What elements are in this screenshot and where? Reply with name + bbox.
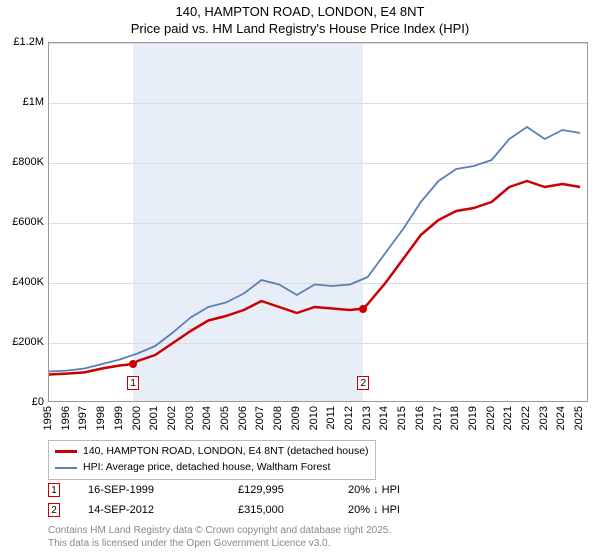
x-axis-tick: 2017 xyxy=(432,406,444,430)
legend: 140, HAMPTON ROAD, LONDON, E4 8NT (detac… xyxy=(48,440,376,480)
x-axis-tick: 2004 xyxy=(201,406,213,430)
legend-label: HPI: Average price, detached house, Walt… xyxy=(83,460,330,476)
footer-line-1: Contains HM Land Registry data © Crown c… xyxy=(48,524,391,537)
series-line-hpi xyxy=(49,127,580,372)
y-axis-tick: £1M xyxy=(23,96,44,108)
sales-table: 1 16-SEP-1999 £129,995 20% ↓ HPI 2 14-SE… xyxy=(48,480,468,520)
sale-diff: 20% ↓ HPI xyxy=(348,504,468,516)
x-axis-tick: 2010 xyxy=(308,406,320,430)
legend-label: 140, HAMPTON ROAD, LONDON, E4 8NT (detac… xyxy=(83,444,369,460)
sale-point xyxy=(129,360,137,368)
y-axis-tick: £1.2M xyxy=(13,36,44,48)
sale-date: 14-SEP-2012 xyxy=(88,504,238,516)
y-axis-tick: £600K xyxy=(12,216,44,228)
chart-area: 12 £0£200K£400K£600K£800K£1M£1.2M 199519… xyxy=(48,42,588,402)
sale-marker-icon: 1 xyxy=(48,483,60,497)
x-axis-tick: 2002 xyxy=(166,406,178,430)
chart-title: 140, HAMPTON ROAD, LONDON, E4 8NT Price … xyxy=(0,0,600,38)
x-axis-tick: 2014 xyxy=(378,406,390,430)
x-axis-tick: 1998 xyxy=(95,406,107,430)
footer-line-2: This data is licensed under the Open Gov… xyxy=(48,537,391,550)
footer-attribution: Contains HM Land Registry data © Crown c… xyxy=(48,524,391,550)
x-axis-tick: 2021 xyxy=(502,406,514,430)
x-axis-tick: 2013 xyxy=(361,406,373,430)
sale-row: 1 16-SEP-1999 £129,995 20% ↓ HPI xyxy=(48,480,468,500)
sale-diff: 20% ↓ HPI xyxy=(348,484,468,496)
x-axis-tick: 1999 xyxy=(113,406,125,430)
sale-price: £315,000 xyxy=(238,504,348,516)
x-axis-tick: 2023 xyxy=(538,406,550,430)
x-axis-tick: 2000 xyxy=(131,406,143,430)
x-axis-tick: 1995 xyxy=(42,406,54,430)
x-axis-tick: 2019 xyxy=(467,406,479,430)
chart-container: 140, HAMPTON ROAD, LONDON, E4 8NT Price … xyxy=(0,0,600,560)
x-axis-tick: 2024 xyxy=(555,406,567,430)
x-axis-tick: 2006 xyxy=(237,406,249,430)
legend-swatch xyxy=(55,450,77,453)
x-axis-tick: 2008 xyxy=(272,406,284,430)
x-axis-tick: 2007 xyxy=(254,406,266,430)
series-line-price_paid xyxy=(49,181,580,375)
x-axis-tick: 2005 xyxy=(219,406,231,430)
sale-price: £129,995 xyxy=(238,484,348,496)
x-axis-tick: 2003 xyxy=(184,406,196,430)
x-axis-tick: 2018 xyxy=(449,406,461,430)
x-axis-tick: 1996 xyxy=(60,406,72,430)
legend-item-price-paid: 140, HAMPTON ROAD, LONDON, E4 8NT (detac… xyxy=(55,444,369,460)
plot-area: 12 xyxy=(48,42,588,402)
sale-date: 16-SEP-1999 xyxy=(88,484,238,496)
x-axis-tick: 2011 xyxy=(325,406,337,430)
y-axis-tick: £400K xyxy=(12,276,44,288)
sale-marker-label: 1 xyxy=(127,376,139,390)
sale-row: 2 14-SEP-2012 £315,000 20% ↓ HPI xyxy=(48,500,468,520)
title-line-2: Price paid vs. HM Land Registry's House … xyxy=(0,21,600,38)
x-axis-tick: 2009 xyxy=(290,406,302,430)
x-axis-tick: 2001 xyxy=(148,406,160,430)
x-axis-tick: 2020 xyxy=(485,406,497,430)
y-axis-tick: £800K xyxy=(12,156,44,168)
x-axis-tick: 2012 xyxy=(343,406,355,430)
sale-point xyxy=(359,305,367,313)
legend-swatch xyxy=(55,467,77,469)
x-axis-tick: 2022 xyxy=(520,406,532,430)
legend-item-hpi: HPI: Average price, detached house, Walt… xyxy=(55,460,369,476)
title-line-1: 140, HAMPTON ROAD, LONDON, E4 8NT xyxy=(0,4,600,21)
x-axis-tick: 2016 xyxy=(414,406,426,430)
sale-marker-icon: 2 xyxy=(48,503,60,517)
x-axis-tick: 1997 xyxy=(77,406,89,430)
line-series xyxy=(49,43,589,403)
sale-marker-label: 2 xyxy=(357,376,369,390)
x-axis-tick: 2015 xyxy=(396,406,408,430)
y-axis-tick: £200K xyxy=(12,336,44,348)
x-axis-tick: 2025 xyxy=(573,406,585,430)
